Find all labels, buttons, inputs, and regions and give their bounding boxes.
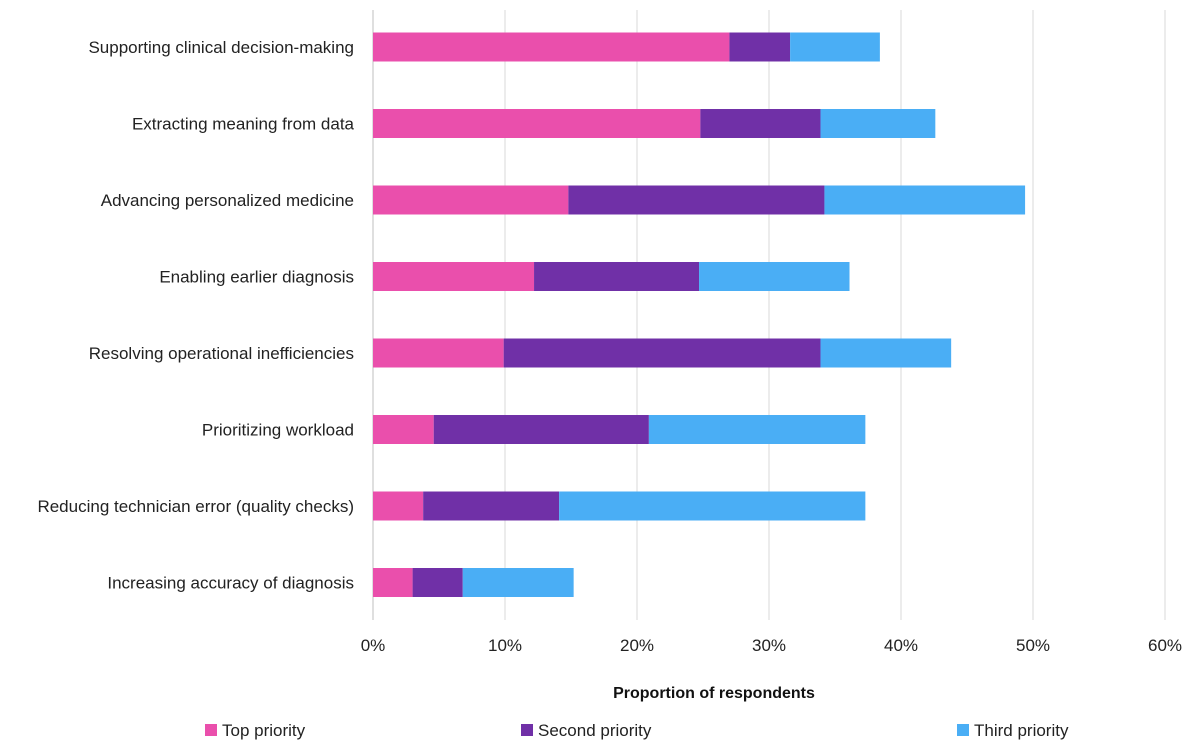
legend-label: Top priority (222, 721, 306, 740)
bar-segment-third-priority (790, 32, 880, 62)
category-label: Advancing personalized medicine (101, 191, 354, 210)
bar-segment-third-priority (699, 262, 850, 291)
category-label: Increasing accuracy of diagnosis (107, 574, 354, 593)
x-tick-label: 50% (1016, 636, 1050, 655)
bar-segment-top-priority (373, 568, 413, 597)
category-labels: Supporting clinical decision-making Extra… (37, 38, 354, 593)
bar-segment-second-priority (412, 568, 463, 597)
bar-segment-second-priority (729, 32, 791, 62)
bar-segment-third-priority (559, 491, 866, 521)
x-tick-label: 0% (361, 636, 386, 655)
category-label: Supporting clinical decision-making (88, 38, 354, 57)
x-tick-label: 30% (752, 636, 786, 655)
bar-segment-third-priority (648, 415, 866, 444)
bar-segment-third-priority (462, 568, 574, 597)
category-label: Resolving operational inefficiencies (89, 344, 354, 363)
grid-layer (372, 10, 1166, 620)
category-label: Extracting meaning from data (132, 115, 355, 134)
bar-segment-top-priority (373, 262, 535, 291)
bar-segment-second-priority (700, 109, 821, 138)
x-axis-ticks: 0% 10% 20% 30% 40% 50% 60% (361, 636, 1182, 655)
bar-segment-top-priority (373, 415, 434, 444)
bar-segment-third-priority (820, 338, 952, 368)
x-tick-label: 40% (884, 636, 918, 655)
bar-segment-top-priority (373, 185, 569, 215)
legend: Top priority Second priority Third priorit… (205, 721, 1069, 740)
bar-segment-top-priority (373, 32, 730, 62)
x-tick-label: 10% (488, 636, 522, 655)
bars-layer (373, 32, 1026, 597)
x-tick-label: 60% (1148, 636, 1182, 655)
bar-segment-top-priority (373, 109, 701, 138)
bar-segment-second-priority (534, 262, 700, 291)
legend-label: Second priority (538, 721, 652, 740)
bar-segment-top-priority (373, 338, 504, 368)
bar-segment-second-priority (423, 491, 560, 521)
bar-segment-second-priority (433, 415, 649, 444)
category-label: Prioritizing workload (202, 421, 354, 440)
legend-swatch (205, 724, 217, 736)
legend-label: Third priority (974, 721, 1069, 740)
x-axis-title: Proportion of respondents (613, 685, 815, 702)
bar-segment-top-priority (373, 491, 424, 521)
x-tick-label: 20% (620, 636, 654, 655)
category-label: Enabling earlier diagnosis (159, 268, 354, 287)
legend-swatch (957, 724, 969, 736)
bar-segment-second-priority (568, 185, 825, 215)
legend-swatch (521, 724, 533, 736)
category-label: Reducing technician error (quality check… (37, 497, 354, 516)
bar-segment-third-priority (824, 185, 1026, 215)
bar-segment-second-priority (503, 338, 821, 368)
bar-segment-third-priority (820, 109, 936, 138)
